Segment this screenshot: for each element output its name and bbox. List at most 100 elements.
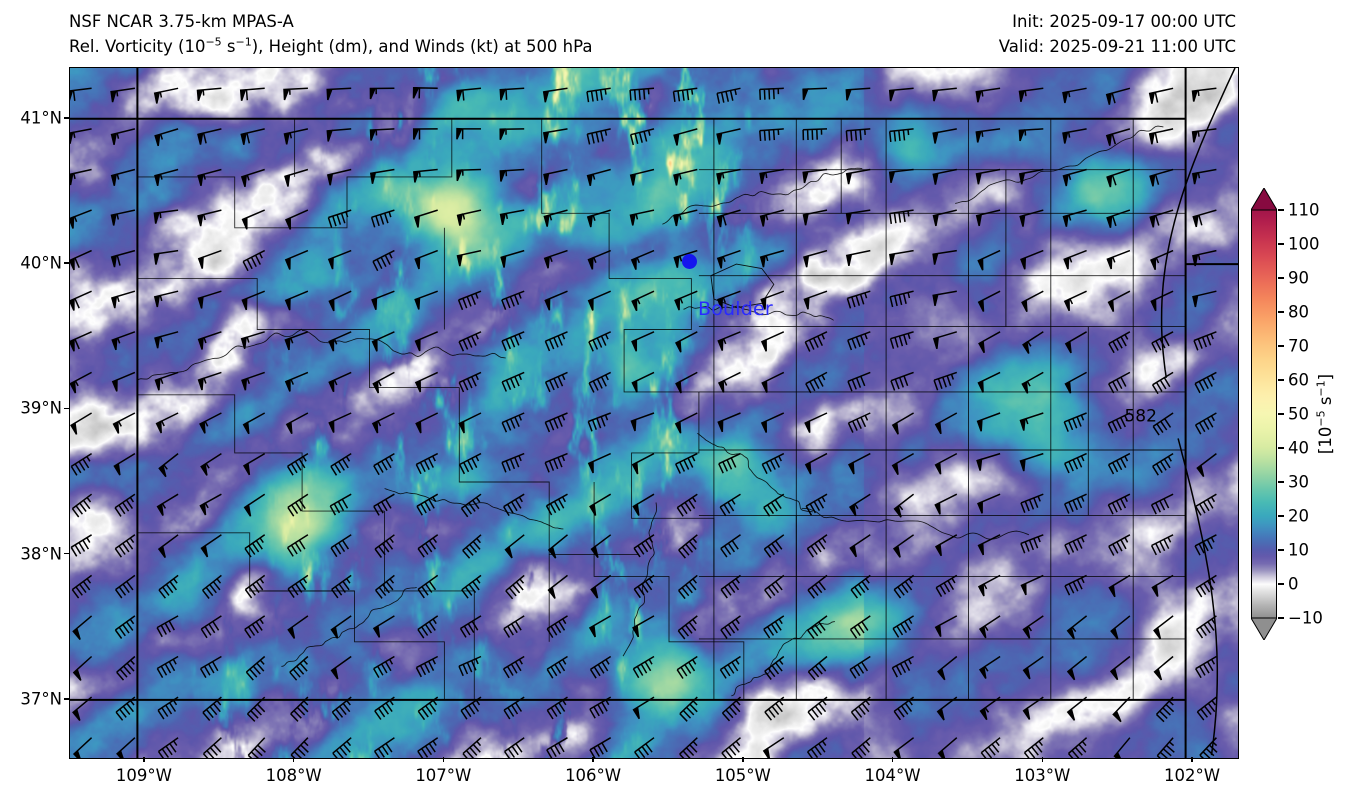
- wind-barb: [1063, 412, 1087, 432]
- wind-barb: [157, 696, 179, 720]
- wind-barb: [847, 452, 871, 475]
- wind-barb: [719, 655, 741, 679]
- wind-barb: [462, 534, 482, 559]
- x-tickmark: [1041, 757, 1044, 762]
- wind-barb: [544, 290, 568, 311]
- wind-barb: [1019, 209, 1044, 227]
- x-tick-label: 105°W: [714, 766, 771, 785]
- wind-barb: [543, 209, 568, 227]
- wind-barb: [283, 87, 308, 101]
- wind-barb: [70, 209, 92, 229]
- wind-barb: [977, 534, 1001, 556]
- map-plot-area[interactable]: 582 Boulder: [69, 67, 1239, 759]
- wind-barb: [1107, 290, 1131, 312]
- cbar-label-exp1: −5: [1314, 410, 1328, 427]
- wind-barb: [461, 574, 482, 599]
- wind-barb: [676, 493, 698, 517]
- wind-barb: [1020, 534, 1044, 554]
- wind-barb: [116, 655, 136, 681]
- wind-barb: [678, 574, 698, 600]
- wind-barb: [202, 696, 222, 721]
- wind-barb: [892, 615, 914, 638]
- wind-barb: [889, 331, 914, 349]
- wind-barb: [1108, 371, 1131, 394]
- colorbar-tickmark: [1278, 549, 1284, 551]
- boulder-marker-dot[interactable]: [682, 254, 697, 269]
- wind-barb: [716, 168, 741, 185]
- wind-barb: [893, 574, 915, 599]
- wind-barb: [501, 452, 525, 473]
- wind-barb: [721, 737, 741, 758]
- wind-barb: [116, 737, 136, 758]
- wind-barb: [586, 209, 611, 228]
- wind-barb: [588, 615, 612, 638]
- wind-barb: [456, 127, 482, 140]
- wind-barb: [1192, 209, 1217, 228]
- wind-barb: [934, 452, 958, 475]
- wind-barb: [456, 249, 482, 267]
- wind-barb: [1195, 493, 1217, 516]
- wind-barb: [1064, 574, 1087, 596]
- wind-barb: [290, 737, 309, 758]
- wind-barb: [1192, 249, 1217, 267]
- wind-barb: [889, 290, 914, 308]
- wind-barb: [417, 615, 439, 639]
- wind-barb: [888, 87, 914, 102]
- wind-barb: [110, 87, 136, 103]
- y-tick-label: 39°N: [20, 398, 62, 418]
- wind-barb: [932, 168, 957, 185]
- wind-barb: [1152, 452, 1174, 476]
- wind-barb: [369, 128, 395, 141]
- wind-barb: [331, 574, 352, 599]
- wind-barb: [156, 493, 179, 516]
- height-contours-layer: 582: [1124, 68, 1236, 756]
- wind-barb: [240, 128, 265, 145]
- wind-barb: [587, 412, 611, 432]
- wind-barb: [893, 493, 915, 518]
- wind-barb: [1194, 371, 1217, 394]
- wind-barb: [893, 737, 915, 758]
- wind-barb: [1021, 371, 1044, 394]
- wind-barb: [501, 290, 525, 310]
- wind-barb: [1023, 737, 1044, 758]
- wind-barb: [1191, 87, 1217, 102]
- wind-barb: [978, 655, 1001, 679]
- wind-barb: [586, 168, 611, 186]
- wind-barb: [586, 128, 611, 145]
- wind-barb: [202, 574, 222, 599]
- y-tickmark: [64, 407, 69, 410]
- wind-barb: [1022, 655, 1044, 680]
- wind-barb: [500, 249, 525, 268]
- wind-barb: [932, 87, 957, 102]
- x-tickmark: [592, 757, 594, 762]
- wind-barb: [1149, 209, 1174, 228]
- river: [697, 432, 813, 513]
- wind-barb: [374, 696, 395, 720]
- wind-barb: [373, 452, 395, 476]
- wind-barb: [543, 168, 568, 185]
- colorbar[interactable]: [1251, 188, 1277, 640]
- wind-barb: [891, 452, 914, 475]
- wind-barb: [284, 168, 309, 187]
- wind-barb: [460, 696, 482, 720]
- wind-barb: [629, 209, 655, 226]
- wind-barb: [197, 168, 222, 187]
- colorbar-tick-label: 60: [1288, 370, 1309, 390]
- wind-barb: [1066, 615, 1088, 640]
- wind-barb: [763, 493, 785, 517]
- colorbar-tickmark: [1278, 209, 1284, 211]
- wind-barb: [199, 412, 222, 434]
- wind-barb: [332, 737, 352, 758]
- wind-barb: [629, 87, 655, 101]
- wind-barb: [239, 87, 265, 101]
- wind-barb: [764, 574, 785, 599]
- wind-barb: [630, 412, 655, 432]
- colorbar-gradient: [1251, 210, 1277, 618]
- wind-barb: [370, 209, 395, 228]
- field-title-pre: Rel. Vorticity (10: [69, 37, 206, 56]
- wind-barb: [1105, 87, 1131, 105]
- wind-barb: [1021, 290, 1044, 313]
- wind-barb: [759, 128, 784, 142]
- wind-barb: [414, 331, 438, 352]
- wind-barb: [933, 371, 958, 391]
